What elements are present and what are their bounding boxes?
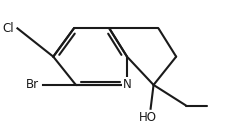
Text: Br: Br	[26, 78, 39, 91]
Text: HO: HO	[139, 111, 157, 124]
Text: Cl: Cl	[2, 22, 14, 35]
Text: N: N	[122, 78, 131, 91]
